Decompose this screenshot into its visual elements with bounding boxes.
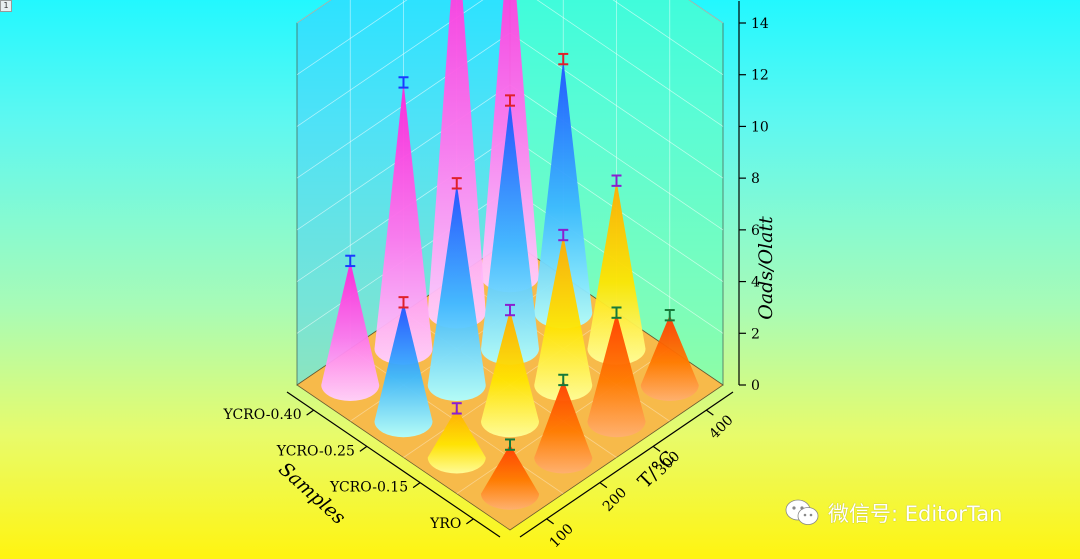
z-tick-label: 2	[751, 326, 760, 342]
z-tick-label: 14	[751, 16, 769, 32]
z-gridline-10	[296, 0, 724, 127]
samples-tick-label: YCRO-0.40	[222, 407, 301, 423]
wechat-icon	[785, 499, 819, 525]
cone-ycro-040-300	[427, 0, 486, 329]
temperature-tick-label: 100	[547, 521, 577, 551]
temperature-tick-mark	[652, 445, 661, 452]
samples-tick-mark	[466, 518, 474, 525]
z-axis-label: Oads/Olatt	[755, 216, 777, 320]
samples-tick-mark	[359, 445, 368, 452]
samples-tick-label: YCRO-0.25	[276, 443, 355, 459]
z-tick-label: 0	[751, 378, 760, 394]
z-tick-label: 12	[751, 68, 769, 84]
samples-axis: YRO YCRO-0.15 YCRO-0.25 YCRO-0.40	[222, 391, 501, 538]
cone-series	[321, 0, 699, 510]
cone-ycro-015-200	[481, 310, 539, 438]
page-number-tag: 1	[0, 0, 12, 12]
z-tick-label: 4	[751, 275, 760, 291]
samples-tick-label: YRO	[429, 516, 461, 532]
cone-ycro-025-200	[427, 183, 486, 401]
temperature-axis-line	[519, 391, 734, 538]
cone-yro-400	[640, 315, 699, 401]
samples-tick-label: YCRO-0.15	[329, 480, 408, 496]
temperature-tick-mark	[546, 518, 554, 525]
cone-ycro-015-400	[587, 180, 646, 365]
temperature-tick-mark	[706, 409, 714, 416]
cone-yro-100	[481, 444, 539, 510]
samples-tick-mark	[412, 482, 421, 489]
cone-ycro-015-100	[427, 408, 486, 474]
z-gridline-12	[296, 0, 724, 76]
cone-yro-200	[534, 379, 593, 474]
cone-ycro-025-300	[481, 100, 539, 365]
z-tick-label: 8	[751, 171, 760, 187]
temperature-tick-mark	[599, 482, 608, 489]
cone-ycro-040-200	[374, 82, 433, 365]
temperature-tick-label: 200	[600, 485, 630, 515]
cone-ycro-040-100	[321, 260, 380, 401]
temperature-tick-label: 400	[706, 412, 736, 442]
z-axis: 0 2 4 6 8 10 12 14	[738, 1, 769, 394]
z-tick-label: 6	[751, 223, 760, 239]
samples-tick-mark	[306, 409, 314, 416]
cone-ycro-015-300	[534, 235, 593, 401]
cone-yro-300	[587, 312, 646, 438]
samples-axis-line	[286, 391, 501, 538]
cone-ycro-025-100	[374, 302, 433, 438]
watermark: 微信号: EditorTan	[784, 496, 1002, 530]
z-tick-label: 10	[751, 119, 769, 135]
watermark-text: 微信号: EditorTan	[828, 502, 1003, 526]
cone-ycro-025-400	[534, 59, 593, 329]
